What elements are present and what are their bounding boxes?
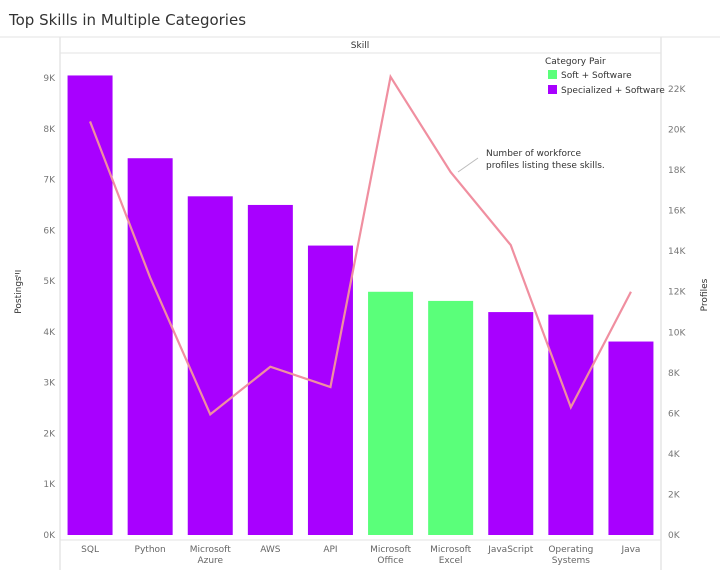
y-tick-label: 6K [43,226,56,236]
y2-tick-label: 6K [668,409,681,419]
profiles-line[interactable] [89,73,632,417]
y-tick-label: 4K [43,328,56,338]
bar-javascript[interactable] [488,312,534,535]
y2-tick-label: 14K [668,247,686,257]
x-category-label: Operating Systems [548,545,593,566]
x-axis-categories: SQL Python Microsoft Azure AWS API Microsoft Of… [81,545,640,566]
x-category-label: SQL [81,545,99,555]
y-tick-label: 9K [43,74,56,84]
x-category-label: Python [135,545,166,555]
y2-tick-label: 2K [668,490,681,500]
y-axis-left: 0K 1K 2K 3K 4K 5K 6K 7K 8K 9K [43,74,56,541]
bar-python[interactable] [127,158,173,535]
y-tick-label: 1K [43,480,56,490]
y2-tick-label: 16K [668,207,686,217]
y2-tick-label: 20K [668,126,686,136]
y2-tick-label: 10K [668,328,686,338]
legend-swatch-specialized-software [548,85,557,94]
y-tick-label: 3K [43,379,56,389]
y-tick-label: 0K [43,531,56,541]
legend-label-specialized-software: Specialized + Software [561,86,665,96]
bar-sql[interactable] [67,75,113,535]
annotation: Number of workforce profiles listing the… [457,149,605,173]
x-category-label: JavaScript [487,545,534,555]
bar-microsoft-office[interactable] [368,291,414,535]
y-tick-label: 2K [43,429,56,439]
x-category-label: AWS [260,545,281,555]
x-category-label: Microsoft Azure [190,545,231,566]
legend-title: Category Pair [545,57,606,67]
y2-tick-label: 8K [668,369,681,379]
y2-tick-label: 4K [668,450,681,460]
column-header-skill: Skill [351,41,369,51]
y-tick-label: 8K [43,125,56,135]
sort-icon[interactable] [15,270,21,277]
legend: Category Pair Soft + Software Specialize… [545,57,665,96]
legend-swatch-soft-software [548,70,557,79]
x-category-label: API [323,545,337,555]
annotation-line-2: profiles listing these skills. [486,161,605,171]
y2-axis-title: Profiles [700,278,710,311]
bar-microsoft-excel[interactable] [428,300,474,535]
y2-tick-label: 18K [668,166,686,176]
plot-frame [0,36,720,570]
legend-label-soft-software: Soft + Software [561,71,632,81]
bar-operating-systems[interactable] [548,314,594,535]
bar-microsoft-azure[interactable] [187,196,233,535]
annotation-leader-line [457,157,479,173]
x-category-label: Microsoft Excel [430,545,471,566]
bar-java[interactable] [608,341,654,535]
bar-aws[interactable] [247,204,293,535]
y2-tick-label: 0K [668,531,681,541]
y-tick-label: 5K [43,277,56,287]
line-series-profiles [89,73,632,417]
annotation-line-1: Number of workforce [486,149,581,159]
x-category-label: Microsoft Office [370,545,411,566]
y-axis-right: 0K 2K 4K 6K 8K 10K 12K 14K 16K 18K 20K 22K [668,85,686,541]
x-category-label: Java [620,545,640,555]
bar-series-postings [67,75,654,536]
chart-title: Top Skills in Multiple Categories [8,11,246,29]
y2-tick-label: 12K [668,288,686,298]
y2-tick-label: 22K [668,85,686,95]
y-tick-label: 7K [43,176,56,186]
bar-api[interactable] [307,245,353,536]
y-axis-title: Postings [14,276,24,314]
